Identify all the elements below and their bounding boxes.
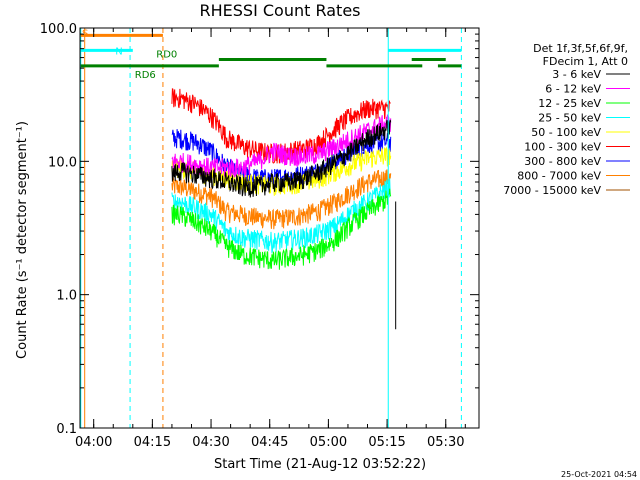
- axes: 0.1 1.0 10.0 100.0 04:00 04:15 04:30 04:45 05:00…: [40, 22, 480, 450]
- state-bar-label-n: N: [115, 46, 122, 57]
- series-line-3: [171, 178, 391, 254]
- legend-header: FDecim 1, Att 0: [543, 55, 628, 68]
- y-tick-label: 0.1: [56, 422, 77, 437]
- x-tick-label: 04:15: [134, 435, 171, 450]
- legend: Det 1f,3f,5f,6f,9f,FDecim 1, Att 03 - 6 …: [503, 42, 630, 197]
- y-tick-label: 1.0: [56, 289, 77, 304]
- legend-label: 100 - 300 keV: [524, 141, 601, 154]
- legend-label: 300 - 800 keV: [524, 155, 601, 168]
- chart-title: RHESSI Count Rates: [200, 1, 361, 20]
- legend-header: Det 1f,3f,5f,6f,9f,: [533, 42, 628, 55]
- y-tick-label: 10.0: [48, 155, 77, 170]
- y-axis-label: Count Rate (s⁻¹ detector segment⁻¹): [15, 121, 30, 359]
- vertical-markers: [80, 28, 462, 428]
- legend-label: 800 - 7000 keV: [517, 170, 601, 183]
- footer-timestamp: 25-Oct-2021 04:54: [561, 470, 637, 479]
- series-line-1: [171, 114, 392, 178]
- state-bar-label-s: S: [82, 28, 88, 39]
- state-bar-label-rd6: RD6: [135, 70, 156, 81]
- series-line-0: [171, 119, 392, 198]
- data-lines: [171, 88, 397, 330]
- legend-label: 25 - 50 keV: [538, 112, 601, 125]
- x-axis-label: Start Time (21-Aug-12 03:52:22): [214, 457, 426, 472]
- x-tick-label: 05:30: [427, 435, 464, 450]
- legend-label: 6 - 12 keV: [545, 83, 601, 96]
- legend-label: 12 - 25 keV: [538, 97, 601, 110]
- plot-frame: [79, 27, 480, 429]
- legend-label: 3 - 6 keV: [552, 68, 601, 81]
- x-tick-label: 05:00: [310, 435, 347, 450]
- x-tick-label: 05:15: [368, 435, 405, 450]
- state-bar-label-rd0: RD0: [156, 50, 177, 61]
- legend-label: 7000 - 15000 keV: [503, 184, 601, 197]
- legend-label: 50 - 100 keV: [531, 126, 601, 139]
- x-tick-label: 04:00: [75, 435, 112, 450]
- y-tick-label: 100.0: [40, 22, 77, 37]
- x-tick-label: 04:45: [251, 435, 288, 450]
- series-line-2: [171, 188, 392, 270]
- x-tick-label: 04:30: [192, 435, 229, 450]
- series-line-7: [171, 169, 392, 230]
